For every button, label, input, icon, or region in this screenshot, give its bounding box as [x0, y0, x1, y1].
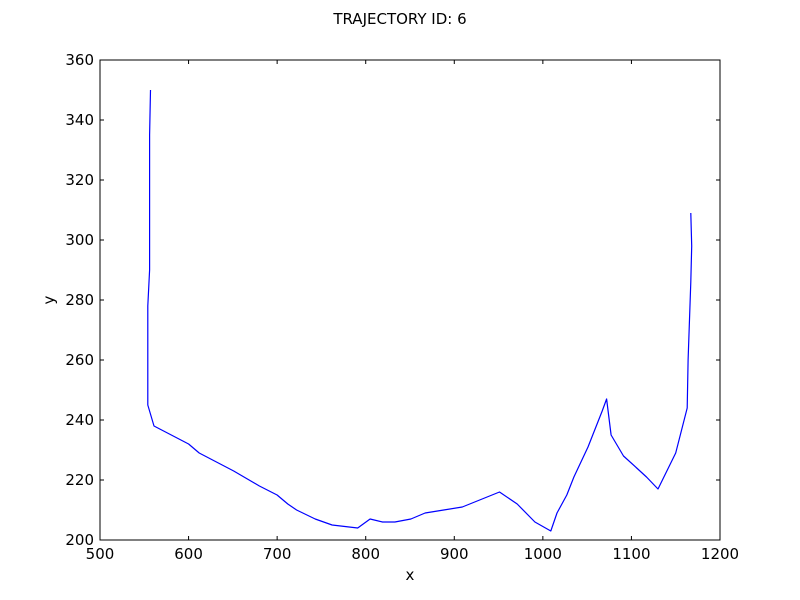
y-tick-label: 300 — [65, 231, 94, 249]
x-tick-label: 900 — [440, 545, 469, 563]
y-tick-label: 280 — [65, 291, 94, 309]
y-tick-label: 200 — [65, 531, 94, 549]
y-tick-label: 260 — [65, 351, 94, 369]
x-tick-label: 1000 — [524, 545, 562, 563]
x-axis-label: x — [406, 566, 415, 584]
plot-area — [100, 60, 720, 540]
y-tick-label: 360 — [65, 51, 94, 69]
trajectory-line-0 — [147, 89, 693, 532]
y-tick-label: 240 — [65, 411, 94, 429]
y-tick-label: 340 — [65, 111, 94, 129]
plot-frame — [99, 59, 721, 541]
x-tick-label: 1100 — [612, 545, 650, 563]
x-tick-label: 700 — [263, 545, 292, 563]
tick-labels: 500 600 700 800 900 1000 1100 1200 200 220 240 260 2… — [65, 51, 739, 563]
y-tick-label: 220 — [65, 471, 94, 489]
y-axis-label: y — [40, 295, 58, 304]
x-tick-label: 600 — [174, 545, 203, 563]
x-tick-label: 800 — [351, 545, 380, 563]
x-tick-label: 500 — [86, 545, 115, 563]
x-tick-label: 1200 — [701, 545, 739, 563]
series-layer — [147, 89, 693, 532]
y-tick-label: 320 — [65, 171, 94, 189]
chart-title: TRAJECTORY ID: 6 — [332, 10, 466, 28]
